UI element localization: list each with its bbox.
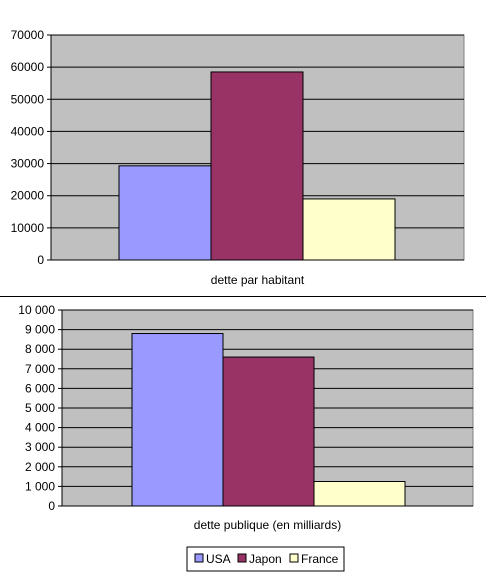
- bar-usa: [131, 333, 224, 507]
- legend-label-japon: Japon: [249, 552, 282, 566]
- y-tick-label: 4 000: [25, 421, 55, 435]
- legend: USA Japon France: [186, 546, 345, 572]
- y-tick-label: 20000: [11, 189, 45, 203]
- chart-dette-par-habitant: 0 10000 20000 30000 40000 50000 60000 70000 det…: [11, 28, 465, 287]
- y-tick-labels: 0 10000 20000 30000 40000 50000 60000 70000: [11, 28, 51, 267]
- legend-frame: [186, 546, 345, 572]
- y-tick-label: 9 000: [25, 323, 55, 337]
- chart-dette-publique: 0 1 000 2 000 3 000 4 000 5 000 6 000 7 000 8 00…: [18, 303, 474, 572]
- legend-label-usa: USA: [206, 552, 231, 566]
- y-tick-label: 0: [37, 253, 44, 267]
- y-tick-label: 5 000: [25, 401, 55, 415]
- y-tick-label: 50000: [11, 92, 45, 106]
- y-tick-label: 7 000: [25, 362, 55, 376]
- y-tick-label: 1 000: [25, 479, 55, 493]
- y-tick-label: 40000: [11, 124, 45, 138]
- legend-swatch-japon: [237, 553, 247, 563]
- y-tick-label: 30000: [11, 157, 45, 171]
- legend-swatch-france: [289, 553, 299, 563]
- bar-france: [302, 198, 396, 261]
- y-tick-label: 70000: [11, 28, 45, 42]
- y-tick-label: 10 000: [18, 303, 55, 317]
- y-tick-label: 2 000: [25, 460, 55, 474]
- legend-swatch-usa: [194, 553, 204, 563]
- y-tick-label: 6 000: [25, 381, 55, 395]
- x-axis-label: dette par habitant: [211, 273, 305, 287]
- y-tick-label: 3 000: [25, 440, 55, 454]
- bars: [118, 71, 396, 261]
- y-tick-label: 60000: [11, 60, 45, 74]
- bar-japon: [210, 71, 304, 261]
- bar-france: [313, 481, 406, 507]
- y-tick-label: 8 000: [25, 342, 55, 356]
- y-tick-label: 0: [48, 499, 55, 513]
- y-tick-labels: 0 1 000 2 000 3 000 4 000 5 000 6 000 7 000 8 00…: [18, 303, 62, 513]
- x-axis-label: dette publique (en milliards): [194, 518, 341, 532]
- separator-line: [0, 296, 486, 297]
- y-tick-label: 10000: [11, 221, 45, 235]
- bar-usa: [118, 165, 212, 261]
- legend-label-france: France: [301, 552, 339, 566]
- bar-japon: [222, 356, 315, 507]
- bars: [131, 333, 406, 507]
